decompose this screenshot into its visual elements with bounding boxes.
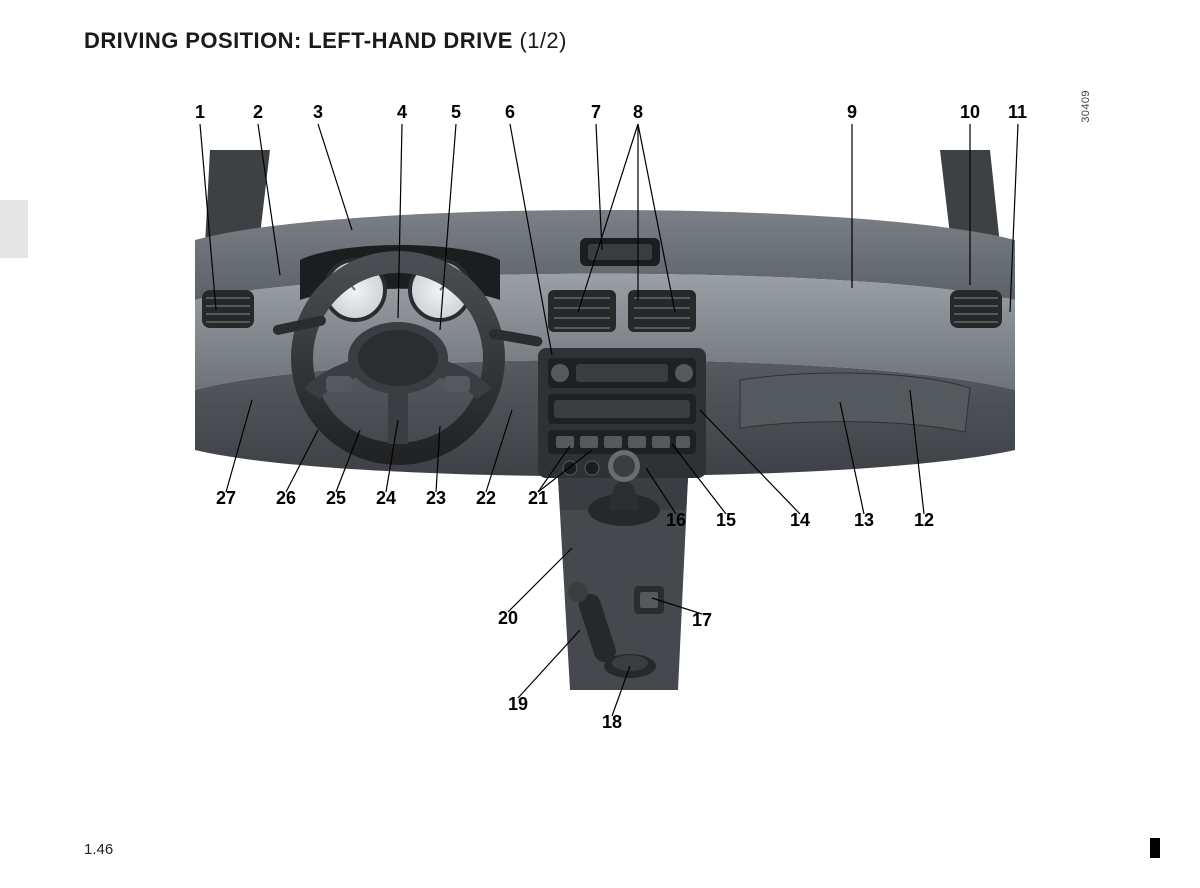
callout-7: 7: [591, 102, 601, 123]
callout-4: 4: [397, 102, 407, 123]
callout-10: 10: [960, 102, 980, 123]
page-title: DRIVING POSITION: LEFT-HAND DRIVE (1/2): [84, 28, 567, 54]
title-sub: (1/2): [519, 28, 566, 53]
callout-12: 12: [914, 510, 934, 531]
callout-11: 11: [1008, 102, 1027, 123]
callout-1: 1: [195, 102, 205, 123]
section-tab: [0, 200, 28, 258]
page-number: 1.46: [84, 841, 113, 858]
callout-5: 5: [451, 102, 461, 123]
callout-9: 9: [847, 102, 857, 123]
callout-8: 8: [633, 102, 643, 123]
callout-16: 16: [666, 510, 686, 531]
callout-19: 19: [508, 694, 528, 715]
callout-27: 27: [216, 488, 236, 509]
corner-mark: [1150, 838, 1160, 858]
callout-26: 26: [276, 488, 296, 509]
dashboard-figure: 1234567891011272625242322211615141312201…: [140, 90, 1060, 790]
image-id: 30409: [1080, 90, 1092, 123]
callout-15: 15: [716, 510, 736, 531]
callout-22: 22: [476, 488, 496, 509]
callout-13: 13: [854, 510, 874, 531]
callout-21: 21: [528, 488, 548, 509]
callout-3: 3: [313, 102, 323, 123]
callout-24: 24: [376, 488, 396, 509]
title-main: DRIVING POSITION: LEFT-HAND DRIVE: [84, 28, 513, 53]
callout-17: 17: [692, 610, 712, 631]
dashboard-illustration: [140, 90, 1060, 790]
callout-18: 18: [602, 712, 622, 733]
callout-25: 25: [326, 488, 346, 509]
callout-20: 20: [498, 608, 518, 629]
callout-2: 2: [253, 102, 263, 123]
callout-6: 6: [505, 102, 515, 123]
callout-23: 23: [426, 488, 446, 509]
manual-page: DRIVING POSITION: LEFT-HAND DRIVE (1/2) …: [0, 0, 1200, 888]
callout-14: 14: [790, 510, 810, 531]
